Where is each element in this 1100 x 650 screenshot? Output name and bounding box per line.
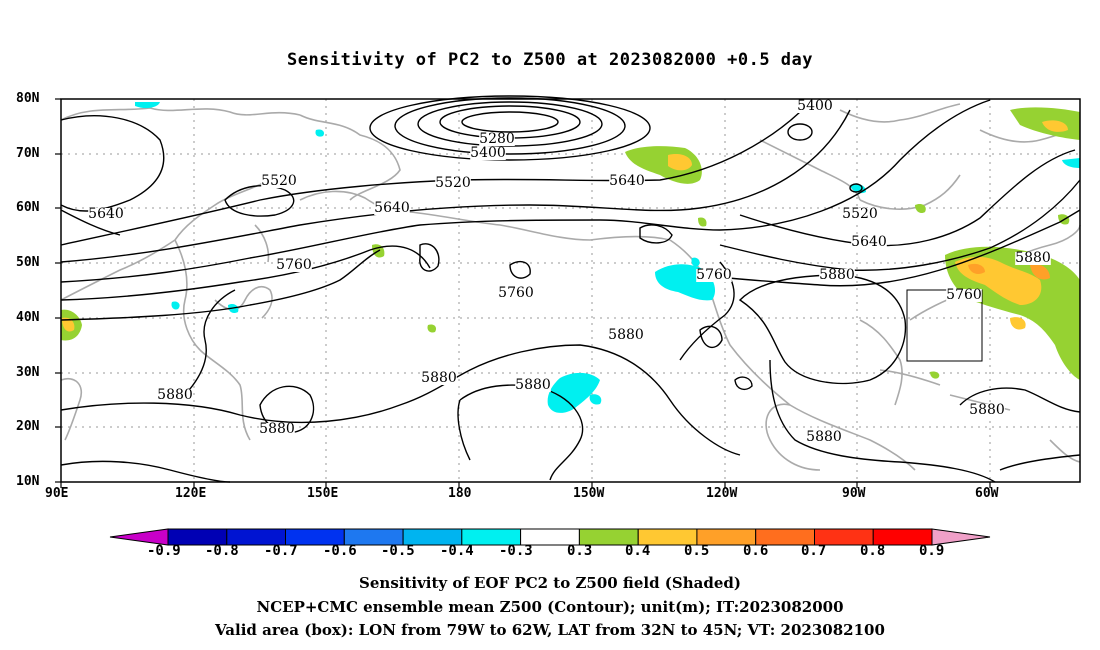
plot-title: Sensitivity of PC2 to Z500 at 2023082000… <box>286 50 813 70</box>
lon-label-90e: 90E <box>45 486 69 501</box>
contour-label-bg <box>157 389 193 402</box>
lon-label-60w: 60W <box>975 486 999 501</box>
lat-label-80n: 80N <box>16 91 40 106</box>
contour-label-bg <box>946 289 982 302</box>
colorbar-label: 0.8 <box>860 543 886 559</box>
contour-label: 5520 <box>435 175 471 191</box>
contour-label-bg <box>609 175 645 188</box>
contour-label-bg <box>374 202 410 215</box>
contour-label-bg <box>479 133 515 146</box>
lat-label-60n: 60N <box>16 200 40 215</box>
contour-label-bg <box>421 372 457 385</box>
contour-label: 5760 <box>498 285 534 301</box>
contour-label: 5400 <box>470 145 506 161</box>
contour-label: 5880 <box>969 402 1005 418</box>
contour-label: 5880 <box>259 421 295 437</box>
map-border <box>60 98 1081 483</box>
contour-label: 5640 <box>88 206 124 222</box>
contour-label-bg <box>797 100 833 113</box>
caption-line-2: NCEP+CMC ensemble mean Z500 (Contour); u… <box>256 598 844 616</box>
contour-label-bg <box>969 404 1005 417</box>
contour-label: 5640 <box>851 234 887 250</box>
lon-label-180: 180 <box>448 486 472 501</box>
contour-label-bg <box>276 259 312 272</box>
lon-label-90w: 90W <box>842 486 866 501</box>
contour-label-bg <box>1015 252 1051 265</box>
contour-label-bg <box>470 147 506 160</box>
colorbar-label: -0.8 <box>205 543 239 559</box>
contour-label-bg <box>498 287 534 300</box>
contour-label-bg <box>851 236 887 249</box>
contour-label: 5880 <box>819 267 855 283</box>
lat-label-50n: 50N <box>16 255 40 270</box>
colorbar <box>109 528 991 546</box>
lat-label-20n: 20N <box>16 419 40 434</box>
contour-label: 5520 <box>842 206 878 222</box>
contour-label: 5640 <box>374 200 410 216</box>
contour-label: 5880 <box>421 370 457 386</box>
colorbar-label: -0.5 <box>381 543 415 559</box>
contour-label: 5400 <box>797 98 833 114</box>
contour-label-bg <box>88 208 124 221</box>
colorbar-label: -0.3 <box>499 543 533 559</box>
lat-label-30n: 30N <box>16 365 40 380</box>
contour-label-bg <box>435 177 471 190</box>
contour-label: 5520 <box>261 173 297 189</box>
colorbar-label: -0.9 <box>147 543 181 559</box>
contour-label: 5760 <box>946 287 982 303</box>
lat-label-10n: 10N <box>16 474 40 489</box>
lon-label-120w: 120W <box>706 486 738 501</box>
colorbar-label: -0.7 <box>264 543 298 559</box>
contour-label-bg <box>261 175 297 188</box>
contour-label: 5280 <box>479 131 515 147</box>
valid-area-box <box>906 289 983 362</box>
contour-label-bg <box>819 269 855 282</box>
z500-contours <box>60 95 1081 483</box>
contour-label-bg <box>259 423 295 436</box>
contour-label: 5880 <box>1015 250 1051 266</box>
caption-line-3: Valid area (box): LON from 79W to 62W, L… <box>215 621 885 639</box>
contour-label: 5760 <box>696 267 732 283</box>
contour-label-bg <box>515 379 551 392</box>
colorbar-arrow-right <box>931 528 991 546</box>
lon-label-150e: 150E <box>307 486 339 501</box>
colorbar-label: -0.4 <box>440 543 474 559</box>
colorbar-label: 0.4 <box>625 543 651 559</box>
contour-label-bg <box>608 329 644 342</box>
colorbar-label: -0.6 <box>323 543 357 559</box>
colorbar-label: 0.5 <box>684 543 710 559</box>
sensitivity-shading <box>61 102 1080 413</box>
colorbar-label: 0.9 <box>919 543 945 559</box>
contour-label: 5880 <box>157 387 193 403</box>
contour-label: 5880 <box>806 429 842 445</box>
colorbar-label: 0.6 <box>743 543 769 559</box>
lat-label-40n: 40N <box>16 310 40 325</box>
contour-label: 5760 <box>276 257 312 273</box>
lon-label-120e: 120E <box>175 486 207 501</box>
colorbar-label: 0.7 <box>801 543 827 559</box>
contour-label: 5640 <box>609 173 645 189</box>
colorbar-label: 0.3 <box>567 543 593 559</box>
lat-label-70n: 70N <box>16 146 40 161</box>
axis-ticks <box>55 98 991 488</box>
contour-label-bg <box>696 269 732 282</box>
lon-label-150w: 150W <box>573 486 605 501</box>
contour-label: 5880 <box>608 327 644 343</box>
contour-label-bg <box>842 208 878 221</box>
caption-line-1: Sensitivity of EOF PC2 to Z500 field (Sh… <box>359 574 741 592</box>
contour-label: 5880 <box>515 377 551 393</box>
contour-label-bg <box>806 431 842 444</box>
